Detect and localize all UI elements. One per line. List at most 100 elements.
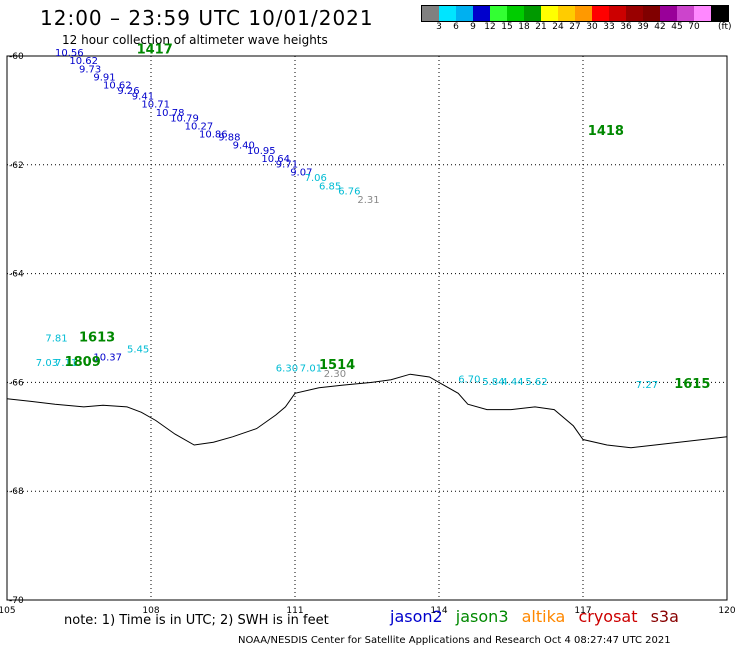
wave-height-value: 9.26 <box>117 86 139 97</box>
wave-height-value: 10.71 <box>141 100 170 111</box>
colorbar-label: 24 <box>552 22 564 32</box>
colorbar-label: 6 <box>453 22 459 32</box>
wave-height-value: 7.81 <box>45 334 67 345</box>
colorbar-swatch <box>694 6 711 21</box>
credit-line: NOAA/NESDIS Center for Satellite Applica… <box>238 635 671 646</box>
colorbar-label: 21 <box>535 22 547 32</box>
axis-ticks: 105 108 111 114 117 120 -60 -62 -64 -66 -68 -70 <box>0 52 736 616</box>
wave-height-value: 5.45 <box>127 344 149 355</box>
wave-height-value: 5.62 <box>525 377 547 388</box>
wave-height-value: 9.41 <box>132 92 154 103</box>
wave-height-value: 10.78 <box>156 108 185 119</box>
legend-altika: altika <box>521 607 566 626</box>
wave-height-value: 10.95 <box>247 146 276 157</box>
colorbar-swatch <box>439 6 456 21</box>
wave-height-value: 10.62 <box>69 56 98 67</box>
wave-height-value: 9.73 <box>79 64 101 75</box>
colorbar-swatch <box>456 6 473 21</box>
lon-tick-label: 111 <box>286 606 303 616</box>
colorbar-swatch <box>609 6 626 21</box>
colorbar-label: 45 <box>671 22 683 32</box>
map-title: 12:00 – 23:59 UTC 10/01/2021 <box>40 6 374 30</box>
lat-tick-label: -70 <box>9 596 24 606</box>
wave-height-value: 6.85 <box>319 181 341 192</box>
wave-height-value: 2.30 <box>324 369 346 380</box>
wave-height-value: 6.76 <box>338 187 360 198</box>
wave-height-value: 6.70 <box>458 374 480 385</box>
lat-tick-label: -64 <box>9 270 24 280</box>
colorbar-swatch <box>711 6 728 21</box>
observations: 10.5610.629.739.9110.629.269.4110.7110.7… <box>36 48 658 391</box>
wave-height-value: 7.27 <box>636 380 658 391</box>
wave-height-value: 6.30 <box>276 364 298 375</box>
colorbar-swatch <box>660 6 677 21</box>
lat-tick-label: -66 <box>9 378 24 388</box>
pass-time-label: 1514 <box>319 358 355 373</box>
lat-tick-label: -60 <box>9 52 24 62</box>
lat-tick-label: -68 <box>9 487 24 497</box>
wave-height-value: 9.91 <box>93 72 115 83</box>
wave-height-value: 7.06 <box>305 173 327 184</box>
colorbar-swatch <box>677 6 694 21</box>
lat-tick-label: -62 <box>9 161 24 171</box>
pass-time-label: 1615 <box>674 377 710 392</box>
colorbar-swatch <box>643 6 660 21</box>
wave-height-value: 7.11 <box>55 358 77 369</box>
colorbar-label: 12 <box>484 22 496 32</box>
wave-height-value: 10.27 <box>185 121 214 132</box>
legend-s3a: s3a <box>650 607 679 626</box>
map-subtitle: 12 hour collection of altimeter wave hei… <box>62 33 328 47</box>
coastline <box>6 373 728 449</box>
colorbar-label: 3 <box>436 22 442 32</box>
lon-tick-label: 108 <box>142 606 159 616</box>
lon-tick-label: 117 <box>574 606 591 616</box>
wave-height-value: 7.03 <box>36 358 58 369</box>
wave-height-value: 10.64 <box>261 154 290 165</box>
colorbar-label: 42 <box>654 22 666 32</box>
colorbar-label: 27 <box>569 22 581 32</box>
colorbar-swatch <box>592 6 609 21</box>
colorbar-swatch <box>626 6 643 21</box>
wave-height-value: 9.88 <box>218 132 240 143</box>
wave-height-value: 4.44 <box>501 377 523 388</box>
satellite-legend: jason2 jason3 altika cryosat s3a <box>390 607 687 626</box>
colorbar-label: 36 <box>620 22 632 32</box>
colorbar-swatch <box>422 6 439 21</box>
colorbar-swatch <box>575 6 592 21</box>
wave-height-value: 10.86 <box>199 130 228 141</box>
lon-tick-label: 120 <box>718 606 735 616</box>
pass-labels: 1417 1418 1613 1809 1514 1615 <box>65 42 711 392</box>
wave-height-value: 7.01 <box>300 364 322 375</box>
wave-height-value: 10.62 <box>103 81 132 92</box>
colorbar-label: 18 <box>518 22 530 32</box>
wave-height-value: 10.37 <box>93 353 122 364</box>
lon-tick-label: 105 <box>0 606 16 616</box>
pass-time-label: 1418 <box>588 124 624 139</box>
wave-height-value: 10.56 <box>55 48 84 59</box>
pass-time-label: 1417 <box>137 42 173 57</box>
wave-height-value: 9.07 <box>290 168 312 179</box>
pass-time-label: 1613 <box>79 331 115 346</box>
pass-time-label: 1809 <box>65 355 101 370</box>
colorbar-label: 70 <box>688 22 700 32</box>
wave-height-value: 9.71 <box>276 160 298 171</box>
wave-height-value: 5.84 <box>482 377 504 388</box>
colorbar-swatch <box>473 6 490 21</box>
colorbar-labels: 3 6 9 12 15 18 21 24 27 30 33 36 39 42 45 70 <box>421 22 740 36</box>
map-frame <box>6 55 728 601</box>
wave-height-value: 2.31 <box>357 195 379 206</box>
footnote: note: 1) Time is in UTC; 2) SWH is in fe… <box>64 613 329 628</box>
colorbar-label: 9 <box>470 22 476 32</box>
wave-height-value: 9.40 <box>233 140 255 151</box>
lon-tick-label: 114 <box>430 606 447 616</box>
colorbar-swatch <box>490 6 507 21</box>
legend-jason3: jason3 <box>455 607 509 626</box>
colorbar-swatch <box>507 6 524 21</box>
colorbar-label: 15 <box>501 22 513 32</box>
colorbar-swatch <box>524 6 541 21</box>
colorbar-label: 30 <box>586 22 598 32</box>
legend-cryosat: cryosat <box>578 607 638 626</box>
wave-height-colorbar <box>421 5 729 22</box>
colorbar-label: 39 <box>637 22 649 32</box>
